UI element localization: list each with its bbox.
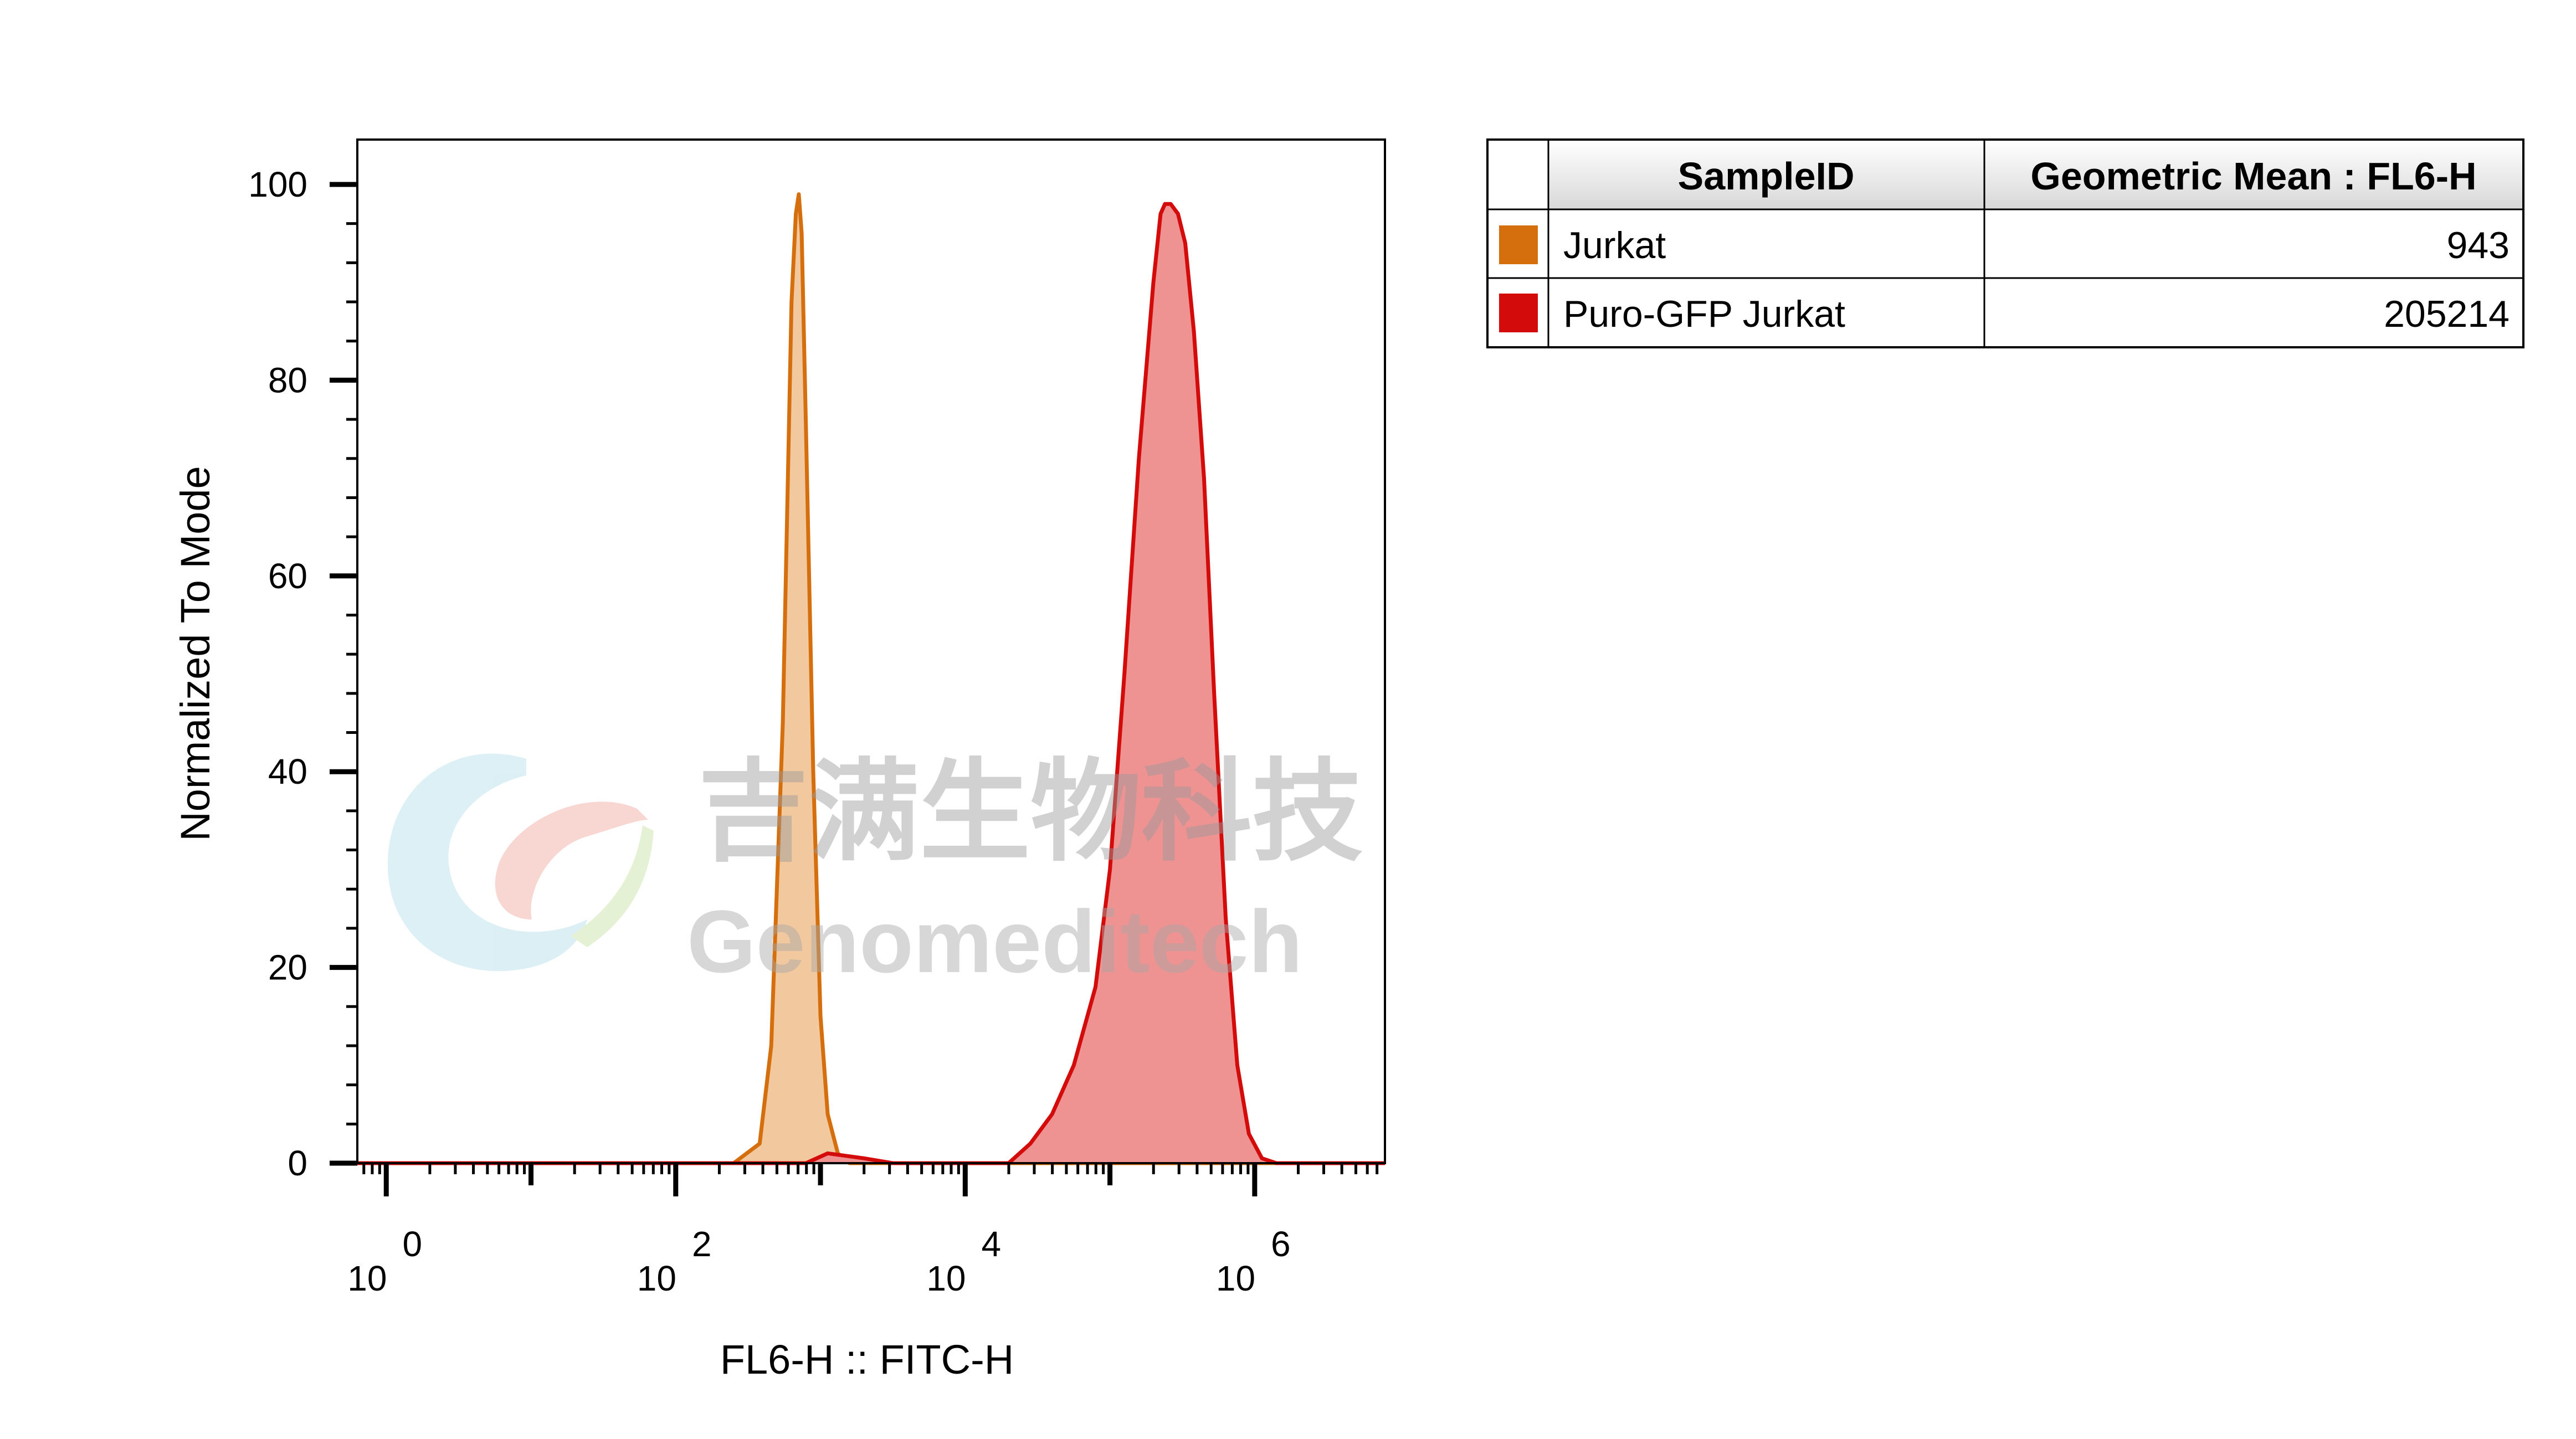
plot-frame: [356, 138, 1386, 1164]
y-axis-title: Normalized To Mode: [172, 466, 218, 841]
watermark-logo: [388, 753, 654, 972]
puro-gfp-jurkat-color-swatch: [1499, 294, 1538, 332]
y-tick-label: 80: [268, 360, 307, 400]
puro-gfp-jurkat-histogram-fill: [357, 204, 1385, 1163]
table-corner-cell: [1487, 140, 1548, 209]
x-tick-label: 100: [347, 1224, 422, 1298]
x-axis: 100 102 104 106: [347, 1163, 1379, 1298]
histogram-series: [357, 192, 1385, 1165]
stats-table: SampleID Geometric Mean : FL6-H Jurkat 9…: [1486, 138, 2524, 348]
y-tick-label: 100: [248, 165, 307, 204]
x-tick-label: 104: [926, 1224, 1001, 1298]
jurkat-color-swatch: [1499, 225, 1538, 264]
table-header-sampleid: SampleID: [1678, 155, 1855, 198]
table-row-jurkat-name: Jurkat: [1563, 224, 1666, 266]
y-tick-label: 60: [268, 556, 307, 596]
watermark-chinese-text: 吉满生物科技: [698, 751, 1363, 874]
y-tick-label: 20: [268, 948, 307, 988]
x-tick-label: 102: [637, 1224, 712, 1298]
y-tick-label: 40: [268, 752, 307, 792]
x-axis-title: FL6-H :: FITC-H: [720, 1337, 1014, 1383]
table-header-background: [1548, 140, 2523, 209]
table-row-jurkat-value: 943: [2447, 224, 2510, 266]
y-tick-label: 0: [288, 1143, 307, 1183]
y-axis: 0 20 40 60 80 100: [248, 165, 357, 1183]
table-row-puro-gfp-jurkat-value: 205214: [2384, 293, 2510, 335]
table-header-geomean: Geometric Mean : FL6-H: [2030, 155, 2476, 198]
jurkat-histogram-line: [357, 192, 1385, 1165]
watermark-english-text: Genomeditech: [687, 892, 1302, 991]
table-border: [1486, 138, 2524, 348]
x-tick-label: 106: [1216, 1224, 1291, 1298]
table-row-puro-gfp-jurkat-name: Puro-GFP Jurkat: [1563, 293, 1845, 335]
